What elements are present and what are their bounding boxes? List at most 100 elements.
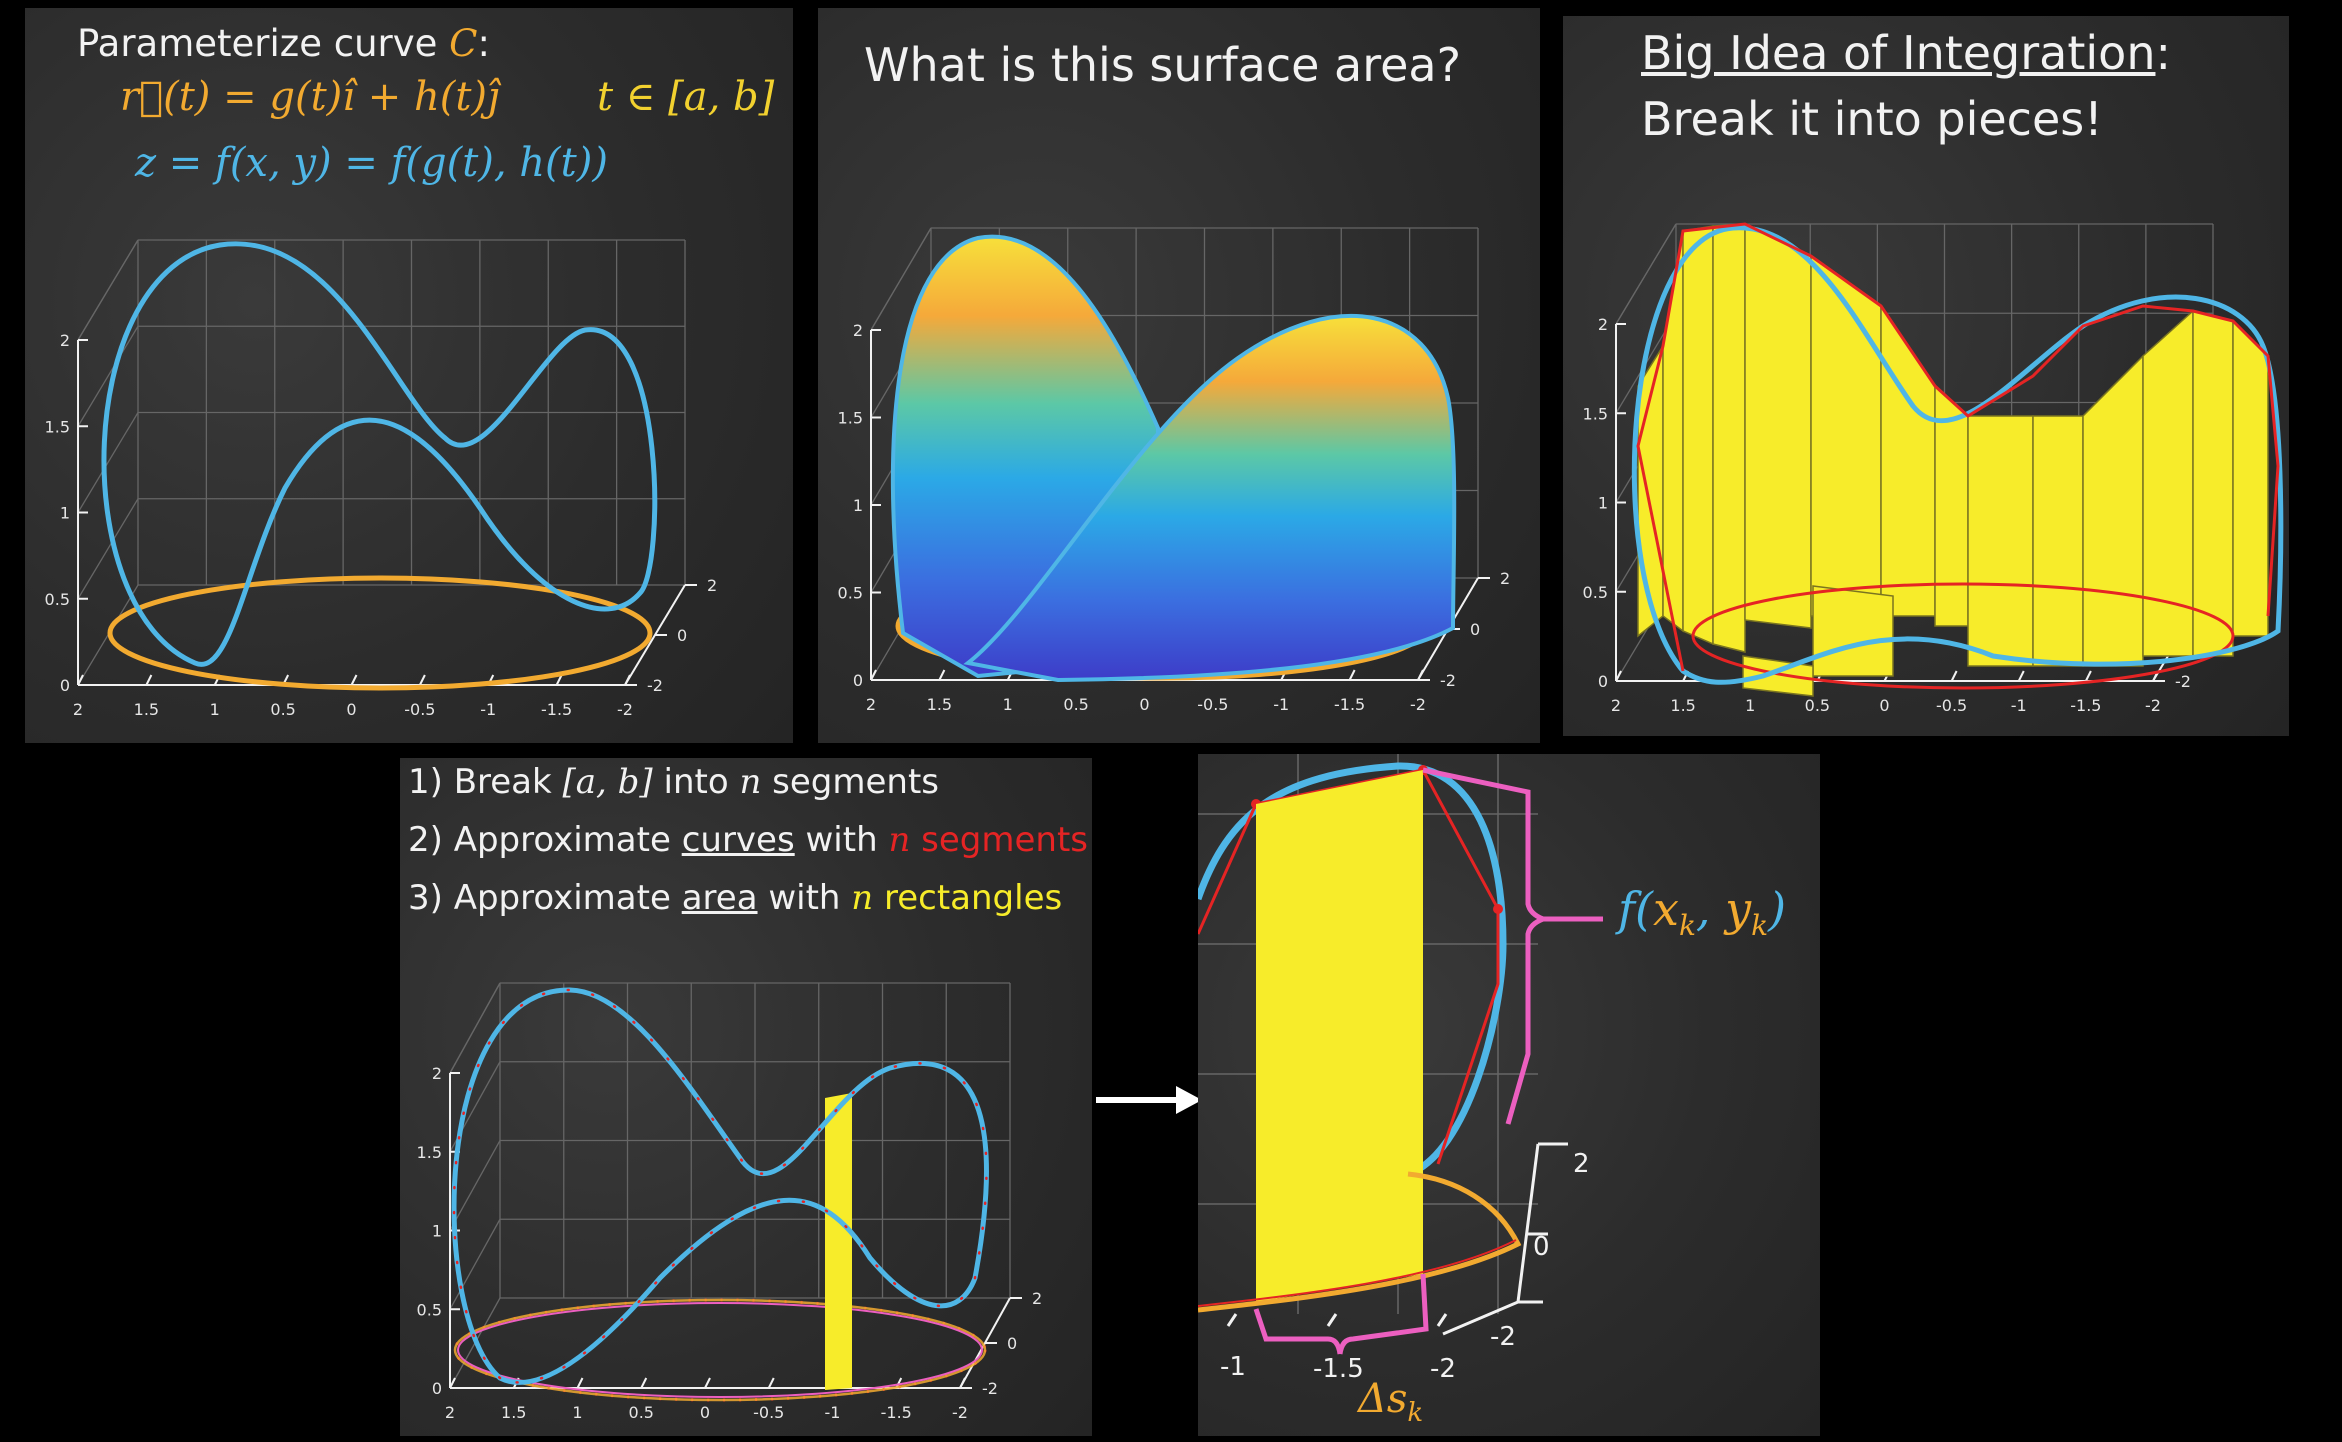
z-tick-label: 0.5 bbox=[45, 590, 70, 609]
y-tick-label: -2 bbox=[647, 676, 663, 695]
height-label: f(xk, yk) bbox=[1618, 882, 1786, 942]
vertex-point bbox=[1493, 904, 1503, 914]
grid-line bbox=[77, 325, 139, 427]
z-tick-label: 1.5 bbox=[838, 409, 863, 428]
x-tick-label: -0.5 bbox=[1197, 695, 1228, 714]
zoomed-rectangle bbox=[1256, 770, 1423, 1302]
x-tick-label: 1.5 bbox=[134, 700, 159, 719]
panel5-plot bbox=[1198, 754, 1603, 1355]
figure-eight-curve bbox=[451, 987, 989, 1385]
step1-text-c: segments bbox=[761, 762, 940, 802]
y-tick-label: 0 bbox=[677, 626, 687, 645]
height-label-ysub: k bbox=[1751, 909, 1769, 943]
red-segments bbox=[1198, 768, 1500, 1165]
x-tick-mark bbox=[2017, 670, 2025, 682]
x-tick-label: 0.5 bbox=[1063, 695, 1088, 714]
base-ellipse bbox=[107, 575, 653, 691]
tick-x-1: -1 bbox=[1220, 1352, 1246, 1382]
step2-text-c: segments bbox=[910, 820, 1088, 860]
grid-line bbox=[77, 412, 139, 513]
grid-line bbox=[1615, 223, 1677, 325]
polygonal-approximation bbox=[452, 988, 988, 1384]
x-tick-label: 2 bbox=[866, 695, 876, 714]
equation-t-range: t ∈ [a, b] bbox=[597, 74, 775, 120]
x-tick-label: 2 bbox=[73, 700, 83, 719]
x-tick-mark bbox=[77, 674, 84, 686]
step3-n: n bbox=[851, 878, 874, 918]
step1-math: [a, b] bbox=[562, 762, 653, 802]
x-tick-label: 0 bbox=[1139, 695, 1149, 714]
figure-eight-curve bbox=[101, 241, 658, 667]
x-tick-label: -1.5 bbox=[2070, 696, 2101, 715]
x-tick-label: -0.5 bbox=[404, 700, 435, 719]
x-tick-label: 1 bbox=[1745, 696, 1755, 715]
y-tick-label: 2 bbox=[707, 576, 717, 595]
base-curve-red bbox=[1198, 1239, 1517, 1307]
x-tick-label: 0 bbox=[700, 1403, 710, 1422]
step2-n: n bbox=[888, 820, 911, 860]
panel1-title-colon: : bbox=[477, 22, 490, 65]
grid-line bbox=[449, 1218, 501, 1310]
y-tick-label: -2 bbox=[982, 1379, 998, 1398]
grid-line bbox=[870, 227, 932, 331]
x-tick-label: 0.5 bbox=[1805, 696, 1830, 715]
x-tick-label: -1.5 bbox=[541, 700, 572, 719]
x-tick-mark bbox=[704, 1377, 711, 1389]
step1-text-a: 1) Break bbox=[408, 762, 563, 802]
x-tick-mark bbox=[576, 1377, 584, 1389]
z-tick-label: 0.5 bbox=[417, 1300, 442, 1319]
grid-line bbox=[77, 498, 139, 600]
height-label-xsub: k bbox=[1678, 909, 1696, 943]
equation-r: r⃗(t) = g(t)î + h(t)ĵ bbox=[120, 74, 500, 120]
base-curve bbox=[1198, 1171, 1522, 1313]
x-tick-label: -0.5 bbox=[753, 1403, 784, 1422]
x-tick-mark bbox=[350, 674, 358, 686]
x-tick-label: -1 bbox=[825, 1403, 841, 1422]
x-tick-label: 0.5 bbox=[629, 1403, 654, 1422]
panel2-plot: 00.511.522 1.5 1 0.5 0 -0.5 -1 -1.5 -220-2 bbox=[838, 227, 1510, 714]
x-tick-label: 1 bbox=[210, 700, 220, 719]
arc-length-label-sub: k bbox=[1407, 1398, 1424, 1428]
y-tick-label: 2 bbox=[1500, 569, 1510, 588]
x-tick-mark bbox=[624, 674, 631, 686]
z-tick-label: 2 bbox=[432, 1064, 442, 1083]
single-rectangle bbox=[825, 1093, 852, 1390]
panel3-title-colon: : bbox=[2155, 26, 2171, 80]
step3-text-c: rectangles bbox=[873, 878, 1063, 918]
step1-text-b: into bbox=[652, 762, 740, 802]
grid-line bbox=[449, 982, 501, 1074]
x-tick-label: -1.5 bbox=[1334, 695, 1365, 714]
x-tick-label: 0.5 bbox=[270, 700, 295, 719]
x-tick-mark bbox=[449, 1377, 456, 1389]
z-tick-label: 0.5 bbox=[838, 584, 863, 603]
z-tick-label: 1 bbox=[432, 1222, 442, 1241]
tick-y-1: 2 bbox=[1573, 1149, 1590, 1179]
base-ellipse-orange bbox=[453, 1298, 987, 1402]
step2-underlined: curves bbox=[681, 820, 795, 860]
z-tick-label: 1.5 bbox=[1583, 404, 1608, 423]
figure-eight-curve bbox=[1631, 225, 2284, 685]
z-tick-label: 0 bbox=[432, 1379, 442, 1398]
z-tick-label: 0.5 bbox=[1583, 583, 1608, 602]
x-tick-label: -2 bbox=[952, 1403, 968, 1422]
panel3-subtitle: Break it into pieces! bbox=[1641, 92, 2103, 146]
z-tick-label: 2 bbox=[1598, 315, 1608, 334]
grid-line bbox=[449, 1140, 501, 1231]
x-tick-mark bbox=[640, 1377, 648, 1389]
tick-x-2: -1.5 bbox=[1313, 1354, 1364, 1384]
step-2: 2) Approximate curves with n segments bbox=[408, 820, 1088, 860]
z-tick-label: 1.5 bbox=[45, 417, 70, 436]
height-label-comma: , bbox=[1695, 882, 1726, 936]
panel-big-idea: Big Idea of Integration: Break it into p… bbox=[1563, 16, 2289, 736]
z-tick-label: 2 bbox=[853, 321, 863, 340]
panel-parameterize-curve: Parameterize curve C: r⃗(t) = g(t)î + h(… bbox=[25, 8, 793, 743]
tick-y-2: 0 bbox=[1533, 1232, 1550, 1262]
panel-surface-area: What is this surface area? 0 0.5 1 1.5 2 2 1.5… bbox=[818, 8, 1540, 743]
step2-text-b: with bbox=[794, 820, 889, 860]
x-tick-label: -2 bbox=[617, 700, 633, 719]
panel1-plot: 00.511.522 1.5 1 0.5 0 -0.5 -1 -1.5 -220-2 bbox=[45, 239, 717, 719]
step3-text-b: with bbox=[757, 878, 852, 918]
